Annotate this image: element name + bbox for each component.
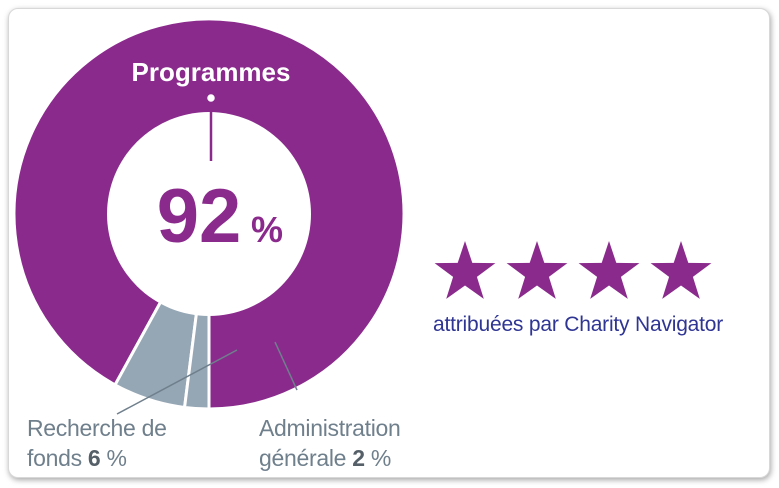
admin-leader-line	[274, 341, 298, 391]
admin-label-line1: Administration	[259, 415, 401, 441]
admin-value: 2	[352, 445, 365, 471]
donut-title: Programmes	[132, 57, 291, 87]
donut-chart: Programmes 92 %	[12, 17, 406, 415]
infographic-card: Programmes 92 % attribuées par Charity N…	[8, 8, 770, 478]
title-pointer-dot	[205, 92, 217, 104]
star-icon	[578, 241, 640, 299]
admin-label-line2: générale 2 %	[259, 443, 401, 473]
fundraising-value: 6	[87, 445, 101, 471]
admin-label-word: générale	[259, 445, 347, 471]
star-icon	[434, 241, 496, 299]
admin-label: Administration générale 2 %	[259, 413, 401, 473]
rating-caption: attribuées par Charity Navigator	[433, 313, 724, 336]
fundraising-label-line1: Recherche de	[27, 415, 167, 441]
fundraising-label: Recherche de fonds 6 %	[27, 413, 167, 473]
center-unit: %	[251, 209, 283, 250]
star-icon	[506, 241, 568, 299]
donut-hole	[107, 112, 311, 316]
admin-unit: %	[370, 445, 391, 471]
rating-stars	[434, 241, 712, 299]
fundraising-label-word: fonds	[27, 445, 82, 471]
fund-leader-line	[116, 349, 238, 415]
center-value: 92	[157, 174, 242, 259]
fundraising-unit: %	[106, 445, 127, 471]
star-icon	[650, 241, 712, 299]
fundraising-label-line2: fonds 6 %	[27, 443, 167, 473]
